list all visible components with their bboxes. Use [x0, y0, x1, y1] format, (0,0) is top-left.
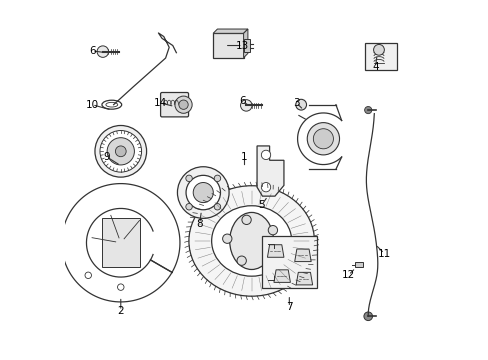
Circle shape	[107, 138, 134, 165]
Circle shape	[100, 131, 142, 172]
Ellipse shape	[211, 206, 291, 276]
Circle shape	[261, 183, 270, 192]
Circle shape	[175, 96, 192, 113]
Circle shape	[214, 175, 220, 181]
Circle shape	[295, 99, 306, 110]
FancyBboxPatch shape	[160, 93, 188, 117]
Circle shape	[115, 146, 126, 157]
Circle shape	[222, 234, 231, 243]
Ellipse shape	[229, 212, 273, 270]
Polygon shape	[294, 249, 310, 262]
Text: 1: 1	[241, 152, 247, 162]
Text: 13: 13	[236, 41, 249, 50]
Circle shape	[363, 312, 372, 320]
Polygon shape	[243, 29, 247, 58]
Circle shape	[193, 183, 213, 203]
Text: 10: 10	[85, 100, 99, 110]
Circle shape	[268, 225, 277, 235]
Circle shape	[185, 175, 192, 181]
Polygon shape	[257, 146, 284, 196]
Bar	[261, 237, 317, 288]
Text: 8: 8	[196, 219, 203, 229]
Bar	[243, 39, 249, 52]
Circle shape	[313, 129, 333, 149]
Text: 3: 3	[293, 98, 299, 108]
Text: 11: 11	[377, 248, 390, 258]
Text: 5: 5	[258, 200, 264, 210]
Circle shape	[264, 251, 274, 260]
Text: 7: 7	[285, 302, 292, 312]
Text: 4: 4	[371, 62, 378, 72]
Circle shape	[373, 44, 384, 55]
Circle shape	[240, 100, 251, 111]
Circle shape	[306, 123, 339, 155]
Circle shape	[185, 175, 220, 210]
Text: 12: 12	[341, 270, 354, 280]
Polygon shape	[296, 273, 312, 285]
Circle shape	[261, 150, 270, 159]
Polygon shape	[213, 29, 247, 33]
Circle shape	[214, 203, 220, 210]
Text: 14: 14	[153, 98, 166, 108]
Circle shape	[185, 203, 192, 210]
Circle shape	[95, 126, 146, 177]
Polygon shape	[273, 270, 290, 282]
Text: 6: 6	[89, 46, 95, 56]
Polygon shape	[267, 245, 284, 257]
Circle shape	[177, 167, 228, 219]
Bar	[102, 218, 140, 267]
Text: 9: 9	[103, 152, 109, 162]
Circle shape	[97, 46, 108, 57]
Bar	[213, 33, 243, 58]
Bar	[354, 262, 362, 267]
Text: 2: 2	[117, 306, 124, 316]
Circle shape	[237, 256, 246, 265]
Circle shape	[242, 215, 251, 225]
Text: 6: 6	[239, 96, 245, 106]
Bar	[364, 42, 396, 70]
Ellipse shape	[188, 186, 314, 296]
Circle shape	[179, 100, 188, 109]
Circle shape	[364, 107, 371, 114]
